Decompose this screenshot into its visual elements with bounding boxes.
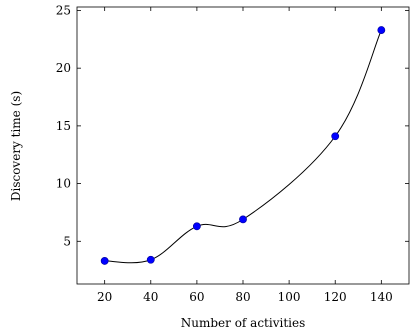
x-tick-label: 140 <box>370 290 393 304</box>
y-tick-label: 25 <box>56 3 71 17</box>
data-points <box>100 26 386 265</box>
x-tick-label: 80 <box>235 290 250 304</box>
x-tick-label: 40 <box>143 290 158 304</box>
y-axis-ticks: 5 10 15 20 25 <box>56 3 409 248</box>
data-point <box>331 132 340 141</box>
x-tick-label: 20 <box>97 290 112 304</box>
data-point <box>192 222 201 231</box>
x-tick-label: 120 <box>324 290 347 304</box>
y-tick-label: 15 <box>56 119 71 133</box>
y-tick-label: 10 <box>56 177 71 191</box>
data-point <box>146 255 155 264</box>
y-tick-label: 20 <box>56 61 71 75</box>
data-point <box>100 257 109 265</box>
x-axis-ticks: 20 40 60 80 100 120 140 <box>97 7 393 304</box>
data-point <box>377 26 386 34</box>
x-tick-label: 100 <box>278 290 301 304</box>
data-point <box>239 215 247 224</box>
y-tick-label: 5 <box>63 234 71 248</box>
plot-frame <box>76 6 410 285</box>
series-line <box>104 29 382 264</box>
y-axis-label: Discovery time (s) <box>9 91 23 201</box>
x-tick-label: 60 <box>189 290 204 304</box>
x-axis-label: Number of activities <box>181 316 306 330</box>
